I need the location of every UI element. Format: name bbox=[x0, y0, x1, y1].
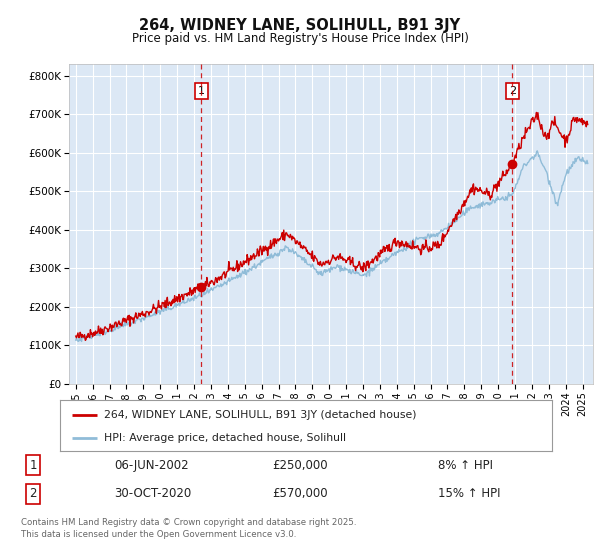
Text: 1: 1 bbox=[198, 86, 205, 96]
Text: 2: 2 bbox=[29, 487, 37, 500]
Text: 8% ↑ HPI: 8% ↑ HPI bbox=[438, 459, 493, 472]
Text: 15% ↑ HPI: 15% ↑ HPI bbox=[438, 487, 500, 500]
Text: 2: 2 bbox=[509, 86, 516, 96]
Text: £250,000: £250,000 bbox=[272, 459, 328, 472]
Text: 264, WIDNEY LANE, SOLIHULL, B91 3JY: 264, WIDNEY LANE, SOLIHULL, B91 3JY bbox=[139, 18, 461, 33]
Text: Price paid vs. HM Land Registry's House Price Index (HPI): Price paid vs. HM Land Registry's House … bbox=[131, 32, 469, 45]
Text: £570,000: £570,000 bbox=[272, 487, 328, 500]
Text: 264, WIDNEY LANE, SOLIHULL, B91 3JY (detached house): 264, WIDNEY LANE, SOLIHULL, B91 3JY (det… bbox=[104, 409, 417, 419]
Text: HPI: Average price, detached house, Solihull: HPI: Average price, detached house, Soli… bbox=[104, 433, 346, 443]
Text: 30-OCT-2020: 30-OCT-2020 bbox=[114, 487, 191, 500]
Text: Contains HM Land Registry data © Crown copyright and database right 2025.
This d: Contains HM Land Registry data © Crown c… bbox=[21, 518, 356, 539]
Text: 06-JUN-2002: 06-JUN-2002 bbox=[114, 459, 188, 472]
Text: 1: 1 bbox=[29, 459, 37, 472]
